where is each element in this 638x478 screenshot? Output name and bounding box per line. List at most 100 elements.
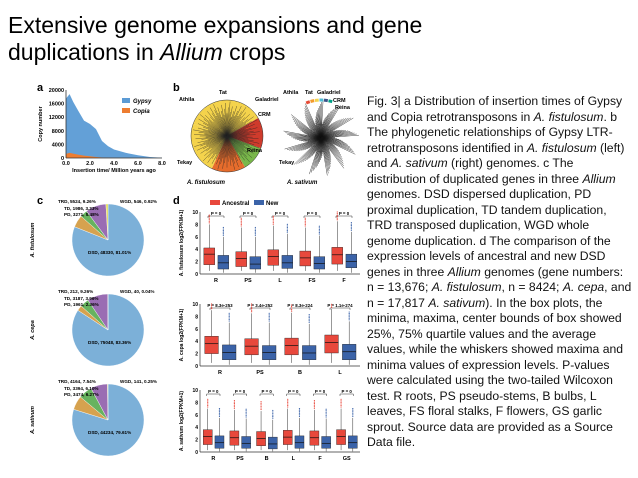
outlier-point [272, 221, 274, 224]
outlier-point [286, 226, 288, 229]
tree-branch [226, 127, 258, 137]
title-line-2: duplications in Allium crops [8, 39, 628, 66]
outlier-point [228, 312, 230, 314]
outlier-point [240, 222, 242, 224]
tree-branch [226, 114, 250, 137]
outlier-point [304, 223, 306, 225]
caption-segment: genomes (gene numbers: n = 13,676; [367, 264, 624, 295]
tree-branch [226, 135, 243, 156]
tree-branch [320, 137, 356, 155]
box [249, 256, 261, 270]
outlier-point [348, 316, 350, 318]
outlier-point [260, 404, 262, 406]
p-value-bracket [289, 307, 311, 310]
title-line-2-pre: duplications in [8, 39, 161, 65]
outlier-point [287, 404, 289, 407]
outlier-point [304, 222, 306, 224]
pie-slice [105, 203, 109, 241]
tissue-label: B [298, 370, 302, 376]
tree-branch [219, 135, 228, 160]
clade-arc [328, 99, 333, 104]
tree-branch [203, 135, 228, 150]
y-axis-title: A. cepa log2(FPKM+1) [179, 308, 185, 361]
outlier-point [251, 309, 253, 311]
outlier-point [254, 234, 256, 236]
outlier-point [318, 233, 320, 235]
box [235, 251, 247, 267]
tree-branch [320, 137, 352, 149]
tree-branch [284, 137, 322, 150]
tree-branch [226, 135, 239, 167]
clade-label: Tat [305, 90, 313, 96]
outlier-point [272, 215, 274, 217]
outlier-point [254, 230, 256, 232]
tree-branch [202, 126, 228, 137]
pie-slice-label: TRD, 5524, 9.26% [58, 199, 96, 204]
outlier-point [318, 227, 320, 229]
p-value-label: P = 0 [307, 211, 318, 216]
caption-segment: , n = 8424; [501, 280, 563, 294]
box [336, 429, 346, 445]
outlier-point [272, 416, 274, 418]
y-tick-label: 6 [195, 327, 198, 333]
outlier-point [222, 233, 224, 235]
outlier-point [211, 303, 213, 305]
p-value-bracket [271, 215, 289, 218]
tree-branch [215, 135, 228, 160]
outlier-point [340, 406, 342, 408]
tree-branch [226, 127, 252, 137]
outlier-point [287, 398, 289, 400]
outlier-point [251, 308, 253, 310]
y-tick-label: 4000 [52, 142, 64, 148]
outlier-point [350, 229, 352, 231]
box [268, 436, 278, 450]
outlier-point [350, 221, 352, 224]
tree-branch [200, 135, 228, 154]
p-value-bracket [206, 393, 221, 396]
tree-branch [193, 134, 228, 137]
outlier-point [272, 409, 274, 412]
p-value-label: P = 0 [315, 389, 326, 394]
clade-label: Tekay [279, 160, 295, 166]
tree-branch [201, 135, 228, 140]
caption-segment: . b The phylogenetic relationships of Gy… [367, 109, 617, 155]
tree-branch [320, 117, 349, 139]
outlier-point [336, 212, 338, 215]
clade-label: Galadriel [317, 90, 341, 96]
panel-label-b: b [173, 82, 180, 94]
outlier-point [298, 415, 301, 417]
tree-branch [320, 137, 355, 153]
outlier-point [251, 303, 253, 305]
tree-branch [226, 107, 229, 137]
tree-branch [226, 116, 242, 137]
pie-slice-label: WGD, 40, 0.04% [120, 289, 154, 294]
tree-branch [226, 111, 231, 137]
tree-branch [195, 135, 228, 139]
pie-slice-label: TRD, 212, 9.26% [58, 289, 93, 294]
outlier-point [254, 228, 256, 230]
tree-branch [320, 137, 344, 162]
outlier-point [208, 219, 210, 221]
legend-swatch-gypsy [122, 98, 130, 103]
y-tick-label: 6 [195, 413, 198, 419]
outlier-point [287, 403, 289, 405]
outlier-point [233, 399, 235, 402]
box [324, 334, 339, 354]
tree-branch [305, 103, 322, 139]
outlier-point [245, 414, 247, 417]
tree-branch [290, 114, 322, 139]
tree-branch [203, 135, 228, 143]
outlier-point [240, 217, 242, 219]
outlier-point [286, 223, 288, 225]
outlier-point [308, 313, 310, 316]
p-value-bracket [313, 393, 327, 396]
caption-segment: A. fistulosum [431, 280, 502, 294]
outlier-point [350, 225, 352, 227]
outlier-point [298, 414, 301, 416]
caption-segment: A. cepa [562, 280, 605, 294]
tree-branch [197, 123, 228, 137]
tissue-label: F [342, 278, 346, 284]
panel-label-a: a [37, 82, 44, 94]
outlier-point [291, 308, 293, 311]
